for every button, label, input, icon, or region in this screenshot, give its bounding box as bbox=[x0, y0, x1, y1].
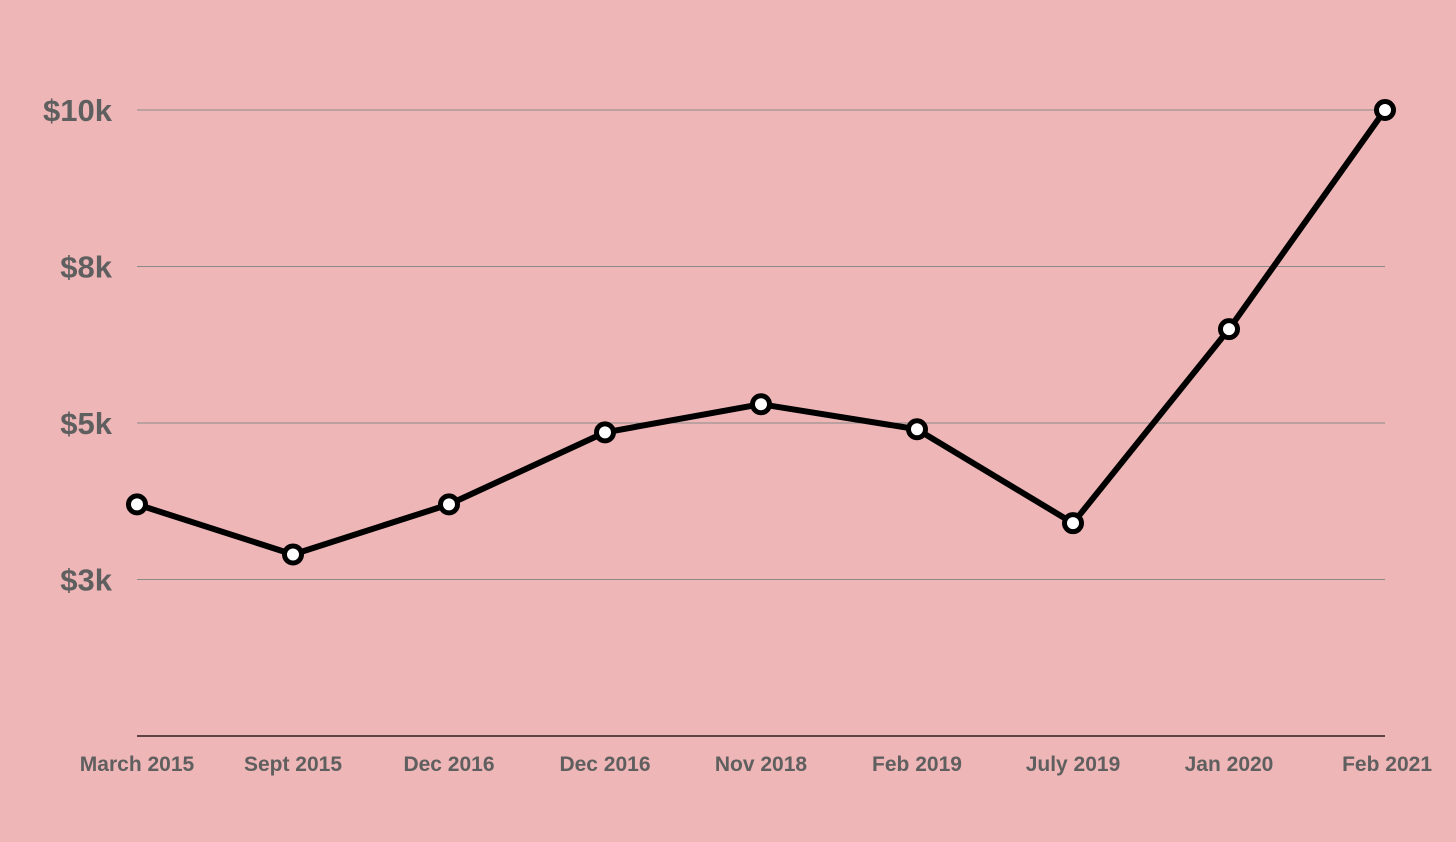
x-tick-label: Feb 2019 bbox=[872, 753, 962, 776]
data-point bbox=[906, 418, 928, 441]
data-points bbox=[126, 99, 1396, 566]
x-tick-label: July 2019 bbox=[1026, 753, 1121, 776]
y-tick-label: $5k bbox=[60, 406, 112, 441]
y-axis-tick-labels: $3k $5k $8k $10k bbox=[43, 93, 113, 598]
x-tick-label: Jan 2020 bbox=[1185, 753, 1274, 776]
y-tick-label: $10k bbox=[43, 93, 113, 128]
data-point bbox=[1062, 512, 1084, 535]
series-line-group bbox=[134, 107, 1388, 558]
data-point bbox=[438, 493, 460, 516]
data-point bbox=[594, 421, 616, 444]
data-point bbox=[1218, 318, 1240, 341]
data-point bbox=[750, 393, 772, 416]
x-tick-label: Dec 2016 bbox=[559, 753, 650, 776]
y-tick-label: $8k bbox=[60, 250, 112, 285]
data-point bbox=[1374, 99, 1396, 121]
data-point bbox=[282, 543, 304, 566]
x-tick-label: Sept 2015 bbox=[244, 753, 342, 776]
x-tick-label: March 2015 bbox=[80, 753, 195, 776]
data-point bbox=[126, 493, 148, 516]
gridlines bbox=[137, 109, 1385, 580]
x-tick-label: Feb 2021 bbox=[1342, 753, 1432, 776]
y-tick-label: $3k bbox=[60, 563, 112, 598]
series-line bbox=[134, 107, 1388, 558]
x-tick-label: Nov 2018 bbox=[715, 753, 808, 776]
x-axis-tick-labels: March 2015 Sept 2015 Dec 2016 Dec 2016 Nov 2… bbox=[80, 753, 1433, 776]
x-tick-label: Dec 2016 bbox=[403, 753, 494, 776]
